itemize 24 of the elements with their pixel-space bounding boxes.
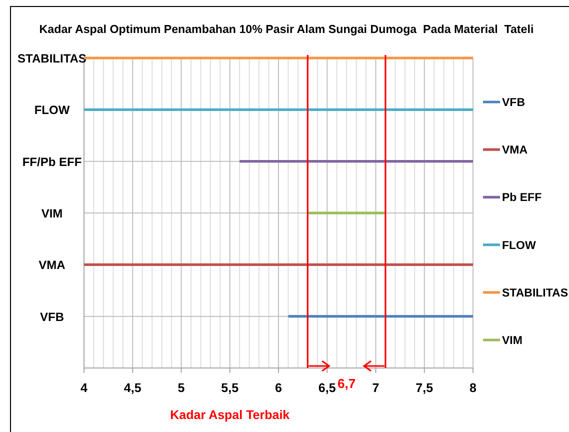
chart-title: Kadar Aspal Optimum Penambahan 10% Pasir Alam Sungai Dumoga Pada Material Tateli [39,23,534,36]
x-tick-label: 7,5 [416,381,434,395]
x-tick-label: 4,5 [124,381,142,395]
legend-label: VFB [502,97,525,109]
legend-label: VIM [502,335,522,347]
y-tick-label: VMA [38,258,66,272]
legend-label: FLOW [502,240,536,252]
y-tick-label: FLOW [34,103,70,118]
legend-label: STABILITAS [502,287,568,300]
x-tick-label: 8 [470,381,477,395]
y-tick-label: STABILITAS [18,52,86,66]
text: Kadar Aspal Terbaik [170,408,290,422]
legend-label: VMA [502,144,528,157]
legend-label: Pb EFF [502,192,542,204]
text: 6,7 [338,376,356,391]
x-tick-label: 5 [178,381,185,395]
x-tick-label: 6 [275,381,282,395]
y-tick-label: FF/Pb EFF [22,154,82,169]
x-tick-label: 7 [372,381,380,395]
y-tick-label: VIM [41,206,63,220]
x-tick-label: 6,5 [318,381,336,395]
y-tick-label: VFB [40,310,64,324]
x-tick-label: 4 [80,381,88,395]
x-tick-label: 5,5 [221,381,239,395]
